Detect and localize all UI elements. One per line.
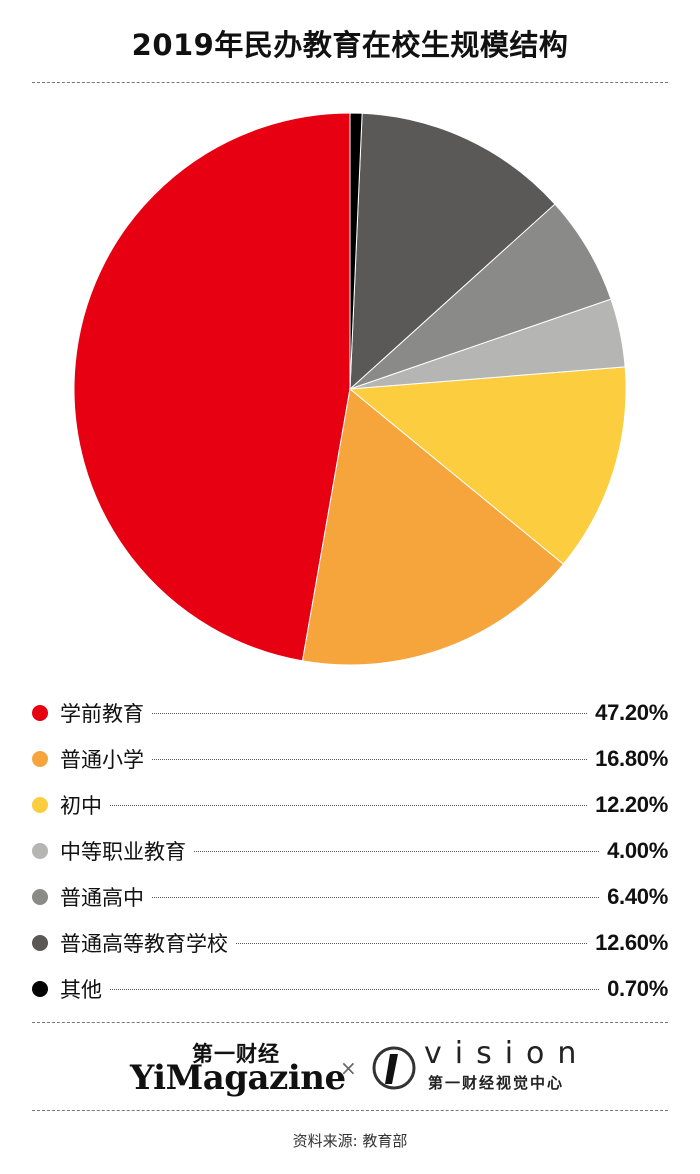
legend-label: 中等职业教育 — [60, 840, 186, 864]
pie-chart — [73, 112, 627, 666]
legend-label: 初中 — [60, 794, 102, 818]
legend-label: 普通小学 — [60, 748, 144, 772]
legend-row: 普通高等教育学校 12.60% — [32, 920, 668, 966]
legend-dot-icon — [32, 843, 48, 859]
pie-slice-6 — [349, 112, 363, 390]
legend-dot-icon — [32, 889, 48, 905]
brand-footer: 第一财经 YiMagazine × vision 第一财经视觉中心 — [0, 1036, 700, 1098]
legend-row: 普通高中 6.40% — [32, 874, 668, 920]
legend-row: 初中 12.20% — [32, 782, 668, 828]
legend-leader — [110, 804, 588, 806]
legend-leader — [236, 942, 588, 944]
legend-value: 12.60% — [595, 930, 668, 955]
vision-logo-icon — [372, 1046, 416, 1090]
pie-slice-1 — [301, 388, 565, 666]
chart-title: 2019年民办教育在校生规模结构 — [131, 28, 569, 62]
legend-value: 4.00% — [607, 838, 668, 863]
legend-leader — [194, 850, 600, 852]
legend-dot-icon — [32, 705, 48, 721]
pie-slice-0 — [73, 112, 351, 662]
legend-value: 6.40% — [607, 884, 668, 909]
brand-vision-cn: 第一财经视觉中心 — [428, 1074, 565, 1092]
legend-leader — [152, 712, 588, 714]
brand-vision: vision — [424, 1036, 590, 1071]
brand-separator: × — [340, 1056, 357, 1080]
legend-row: 中等职业教育 4.00% — [32, 828, 668, 874]
legend-value: 16.80% — [595, 746, 668, 771]
legend: 学前教育 47.20% 普通小学 16.80% 初中 12.20% 中等职业教育 4.00% 普… — [32, 690, 668, 1012]
pie-slice-4 — [349, 203, 612, 390]
legend-label: 其他 — [60, 978, 102, 1002]
brand-cn-name: 第一财经 — [192, 1042, 280, 1066]
source-note: 资料来源: 教育部 — [292, 1132, 408, 1150]
pie-slice-5 — [349, 112, 556, 391]
legend-dot-icon — [32, 797, 48, 813]
legend-dot-icon — [32, 935, 48, 951]
legend-leader — [152, 896, 600, 898]
legend-value: 0.70% — [607, 976, 668, 1001]
legend-row: 学前教育 47.20% — [32, 690, 668, 736]
pie-slice-2 — [348, 366, 627, 565]
legend-leader — [110, 988, 600, 990]
legend-label: 普通高等教育学校 — [60, 932, 228, 956]
middle-divider — [32, 1022, 668, 1023]
legend-dot-icon — [32, 751, 48, 767]
legend-label: 普通高中 — [60, 886, 144, 910]
bottom-divider — [32, 1110, 668, 1111]
legend-value: 12.20% — [595, 792, 668, 817]
legend-row: 普通小学 16.80% — [32, 736, 668, 782]
brand-logo-yimagazine: YiMagazine — [130, 1058, 346, 1098]
legend-dot-icon — [32, 981, 48, 997]
legend-leader — [152, 758, 588, 760]
top-divider — [32, 82, 668, 83]
legend-label: 学前教育 — [60, 702, 144, 726]
legend-value: 47.20% — [595, 700, 668, 725]
legend-row: 其他 0.70% — [32, 966, 668, 1012]
